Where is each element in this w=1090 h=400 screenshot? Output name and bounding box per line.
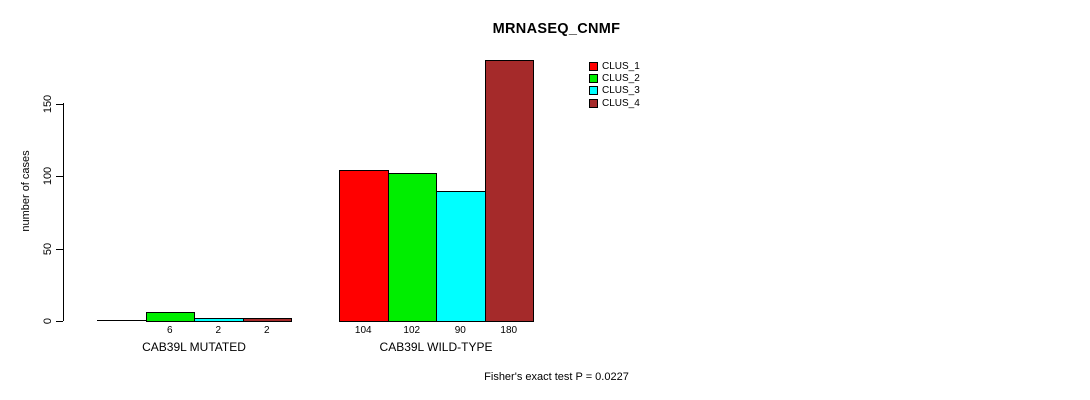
y-axis-tick xyxy=(56,248,63,250)
legend-label: CLUS_4 xyxy=(602,97,640,109)
bar-value-label: 104 xyxy=(354,325,372,336)
y-axis-tick-label: 0 xyxy=(42,317,54,325)
bar-clus_3 xyxy=(194,318,244,322)
y-axis-tick xyxy=(56,176,63,177)
bar-clus_4 xyxy=(484,60,534,322)
y-axis-tick xyxy=(56,103,63,105)
legend-swatch-clus_3 xyxy=(589,86,598,96)
bar-value-label: 2 xyxy=(215,325,222,336)
y-axis-line xyxy=(63,103,64,321)
y-axis-label: number of cases xyxy=(20,150,32,232)
y-axis-tick-label: 100 xyxy=(42,166,54,186)
legend-item-clus_1: CLUS_1 xyxy=(589,60,640,72)
stat-annotation: Fisher's exact test P = 0.0227 xyxy=(484,371,629,383)
bar-clus_2 xyxy=(145,312,195,322)
bar-clus_3 xyxy=(436,190,486,322)
group-label: CAB39L MUTATED xyxy=(142,340,246,354)
bar-value-label: 90 xyxy=(454,325,466,336)
legend: CLUS_1 CLUS_2 CLUS_3 CLUS_4 xyxy=(589,60,640,110)
legend-label: CLUS_1 xyxy=(602,60,640,72)
legend-label: CLUS_2 xyxy=(602,73,640,85)
legend-item-clus_4: CLUS_4 xyxy=(589,97,640,109)
bar-value-label: 180 xyxy=(500,325,518,336)
chart-title: MRNASEQ_CNMF xyxy=(492,21,621,37)
legend-swatch-clus_2 xyxy=(589,74,598,84)
bar-value-label: 6 xyxy=(166,325,173,336)
group-label: CAB39L WILD-TYPE xyxy=(379,340,493,354)
bar-clus_1 xyxy=(339,170,389,322)
y-axis-tick-label: 150 xyxy=(42,94,54,113)
bar-clus_4 xyxy=(242,318,292,322)
y-axis-tick xyxy=(56,321,63,322)
y-axis-tick-label: 50 xyxy=(42,242,54,255)
legend-label: CLUS_3 xyxy=(602,85,640,97)
legend-item-clus_3: CLUS_3 xyxy=(589,85,640,97)
legend-swatch-clus_4 xyxy=(589,98,598,108)
bar-value-label: 102 xyxy=(403,325,421,336)
legend-swatch-clus_1 xyxy=(589,61,598,71)
legend-item-clus_2: CLUS_2 xyxy=(589,72,640,84)
bar-value-label: 2 xyxy=(263,325,270,336)
bar-clus_1-zero xyxy=(97,320,146,321)
bar-clus_2 xyxy=(387,173,437,322)
